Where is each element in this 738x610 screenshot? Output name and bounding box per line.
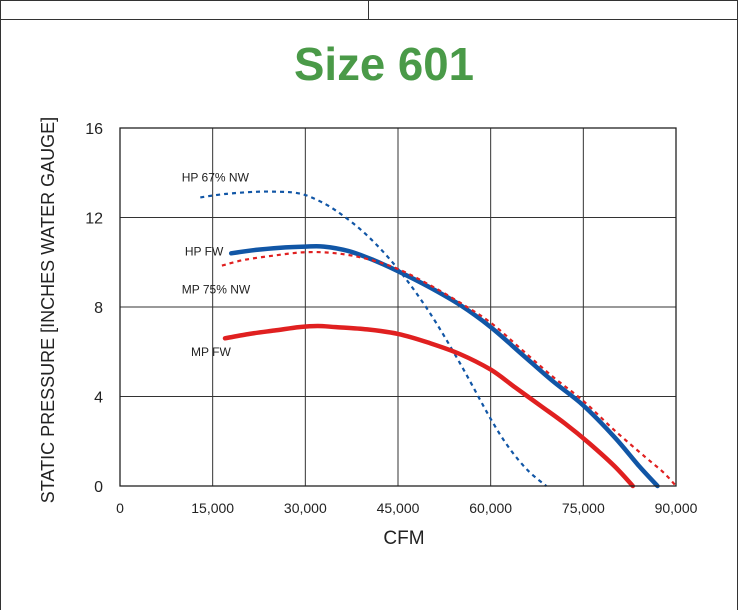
series-line-hp-67-nw (200, 190, 548, 487)
series-label: HP FW (185, 245, 224, 259)
y-tick-label: 12 (85, 211, 103, 228)
y-tick-label: 16 (85, 121, 103, 138)
chart-curves (200, 190, 677, 489)
y-axis-label: STATIC PRESSURE [INCHES WATER GAUGE] (38, 117, 58, 503)
x-tick-label: 60,000 (469, 500, 512, 516)
x-tick-label: 0 (116, 500, 124, 516)
x-tick-label: 90,000 (655, 500, 698, 516)
series-line-mp-fw (222, 323, 636, 489)
top-divider (0, 0, 738, 20)
y-tick-label: 0 (94, 479, 103, 496)
x-tick-label: 30,000 (284, 500, 327, 516)
axis-labels: 0 15,000 30,000 45,000 60,000 75,000 90,000 0 4 8… (85, 121, 697, 516)
series-labels: HP 67% NW HP FW MP 75% NW MP FW (182, 171, 251, 360)
series-label: MP 75% NW (182, 283, 251, 297)
x-axis-label: CFM (383, 528, 424, 549)
chart-title: Size 601 (294, 38, 474, 90)
series-line-mp-75-nw (221, 250, 677, 487)
series-label: HP 67% NW (182, 171, 250, 185)
top-center-divider (368, 0, 369, 20)
x-tick-label: 75,000 (562, 500, 605, 516)
x-tick-label: 15,000 (191, 500, 234, 516)
x-tick-label: 45,000 (377, 500, 420, 516)
y-tick-label: 8 (94, 300, 103, 317)
y-tick-label: 4 (94, 390, 103, 407)
series-line-hp-fw (228, 243, 660, 489)
series-label: MP FW (191, 345, 231, 359)
plot-border (119, 127, 677, 487)
